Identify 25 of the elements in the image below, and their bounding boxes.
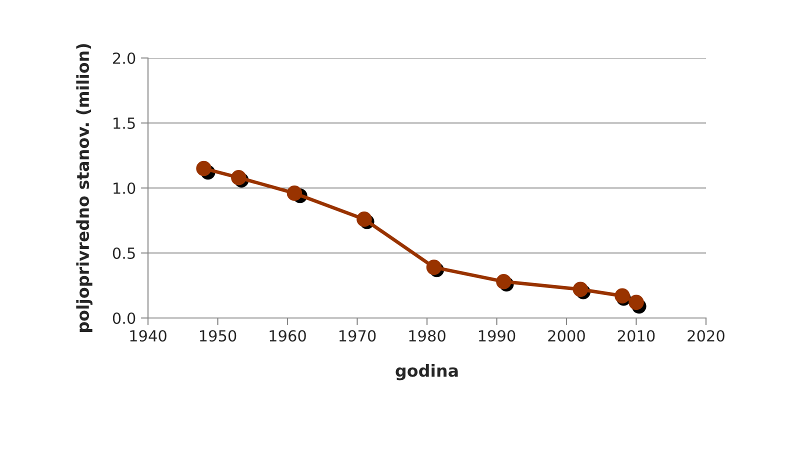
point: [231, 170, 246, 186]
x-tick-label: 1970: [339, 330, 376, 342]
x-tick-label: 1980: [409, 330, 446, 342]
x-tick-label: 1950: [200, 330, 236, 342]
x-tick-label: 2000: [548, 330, 585, 342]
x-tick-label: 1960: [270, 330, 306, 342]
x-tick-label: 1940: [130, 330, 166, 342]
y-tick-label: 1.5: [114, 118, 135, 130]
point: [496, 274, 512, 290]
y-tick-label: 0.0: [112, 312, 136, 324]
x-tick-label: 2020: [688, 330, 724, 342]
x-tick-label: 1990: [478, 330, 516, 342]
point: [572, 282, 588, 298]
point: [196, 160, 212, 176]
point: [628, 294, 644, 310]
y-tick-label: 1.0: [114, 182, 136, 194]
point: [426, 260, 442, 275]
point: [614, 288, 630, 304]
y-axis-title: poljoprivredno stanov. (milion): [76, 44, 92, 332]
point: [286, 186, 302, 201]
x-axis-title: godina: [396, 364, 458, 380]
point: [356, 212, 372, 227]
y-tick-label: 2.0: [113, 52, 136, 64]
x-tick-label: 2010: [618, 330, 655, 342]
y-tick-label: 0.5: [112, 247, 135, 260]
